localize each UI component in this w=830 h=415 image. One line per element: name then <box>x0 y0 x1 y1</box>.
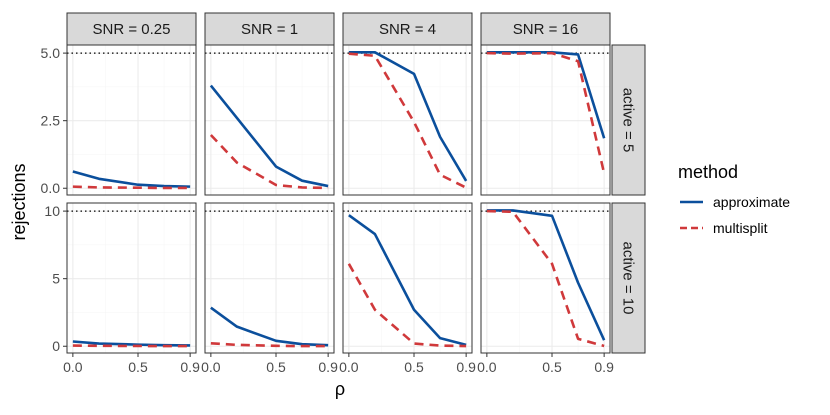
legend-title: method <box>678 162 738 182</box>
strip-background <box>204 12 335 46</box>
series-line-multisplit <box>486 209 605 348</box>
panel-r1-c2 <box>342 202 473 354</box>
series-line-multisplit <box>72 344 191 348</box>
strip-background <box>611 44 646 196</box>
panel-r1-c1 <box>204 202 335 354</box>
series-line-approximate <box>72 340 191 347</box>
legend: method approximate multisplit <box>678 162 790 236</box>
panel-r0-c0 <box>66 44 197 196</box>
legend-entry-multisplit: multisplit <box>680 220 768 236</box>
column-strip-3: SNR = 16 <box>480 12 611 46</box>
x-tick-label: 0.0 <box>201 359 221 375</box>
panel-border <box>480 202 611 354</box>
column-strip-label: SNR = 1 <box>241 21 298 38</box>
row-strip-label: active = 5 <box>620 88 637 153</box>
panel-background <box>204 44 335 196</box>
series-line-multisplit <box>348 52 467 189</box>
panel-background <box>342 44 473 196</box>
strip-background <box>66 12 197 46</box>
x-tick-label: 0.0 <box>477 359 497 375</box>
strip-background <box>480 12 611 46</box>
panel-r1-c3 <box>480 202 611 354</box>
panel-background <box>66 44 197 196</box>
x-tick-label: 0.5 <box>404 359 424 375</box>
panel-r0-c1 <box>204 44 335 196</box>
series-line-approximate <box>72 170 191 188</box>
panel-r1-c0 <box>66 202 197 354</box>
strips-layer: SNR = 0.25 SNR = 1 SNR = 4 SNR = 16 active =… <box>66 12 646 354</box>
panel-background <box>480 202 611 354</box>
legend-label: multisplit <box>713 220 768 236</box>
series-line-approximate <box>348 214 467 347</box>
strip-background <box>611 202 646 354</box>
series-line-approximate <box>209 84 329 188</box>
panel-background <box>204 202 335 354</box>
series-line-approximate <box>348 50 468 182</box>
panel-border <box>342 202 473 354</box>
row-strip-0: active = 5 <box>611 44 646 196</box>
panel-background <box>480 44 611 196</box>
y-tick-label: 5.0 <box>41 45 61 61</box>
y-tick-label: 2.5 <box>41 113 61 129</box>
x-tick-label: 0.0 <box>63 359 83 375</box>
column-strip-1: SNR = 1 <box>204 12 335 46</box>
strip-background <box>342 12 473 46</box>
x-axis-title: ρ <box>335 379 345 399</box>
series-line-multisplit <box>209 134 329 190</box>
series-line-multisplit <box>210 341 329 348</box>
column-strip-label: SNR = 16 <box>513 21 578 38</box>
column-strip-0: SNR = 0.25 <box>66 12 197 46</box>
x-tick-label: 0.9 <box>180 359 200 375</box>
panel-border <box>66 202 197 354</box>
panel-r0-c3 <box>480 44 611 196</box>
column-strip-label: SNR = 0.25 <box>93 21 171 38</box>
legend-entry-approximate: approximate <box>680 194 790 210</box>
panel-border <box>204 202 335 354</box>
legend-label: approximate <box>713 194 790 210</box>
y-tick-label: 0.0 <box>41 180 61 196</box>
x-tick-label: 0.5 <box>266 359 286 375</box>
x-tick-label: 0.9 <box>318 359 338 375</box>
x-tick-label: 0.5 <box>542 359 562 375</box>
column-strip-2: SNR = 4 <box>342 12 473 46</box>
series-line-multisplit <box>486 51 606 174</box>
panels-layer <box>66 44 611 354</box>
x-tick-label: 0.5 <box>128 359 148 375</box>
row-strip-1: active = 10 <box>611 202 646 354</box>
x-tick-label: 0.9 <box>456 359 476 375</box>
series-line-multisplit <box>347 263 467 348</box>
series-line-approximate <box>210 306 329 347</box>
y-tick-label: 5 <box>52 271 60 287</box>
y-tick-label: 0 <box>52 338 60 354</box>
x-tick-label: 0.9 <box>594 359 614 375</box>
series-line-multisplit <box>72 185 191 190</box>
x-tick-label: 0.0 <box>339 359 359 375</box>
row-strip-label: active = 10 <box>620 242 637 315</box>
y-axis-title: rejections <box>9 163 29 240</box>
y-tick-label: 10 <box>44 203 60 219</box>
column-strip-label: SNR = 4 <box>379 21 436 38</box>
panel-background <box>66 202 197 354</box>
panel-r0-c2 <box>342 44 473 196</box>
